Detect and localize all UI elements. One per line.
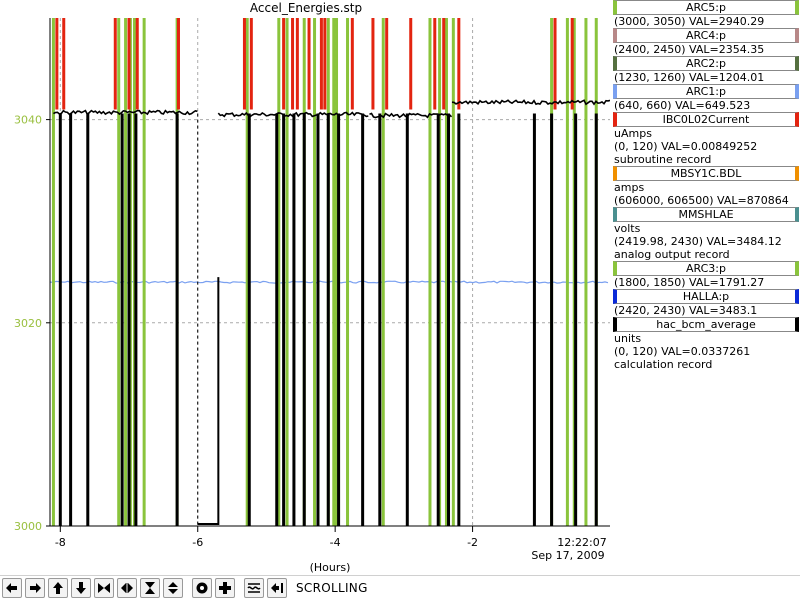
series-line-HALLA:p-3: [451, 99, 610, 106]
y-tick-label-1: 3020: [14, 317, 42, 330]
add-button[interactable]: [215, 578, 235, 598]
chart-series: [49, 18, 610, 526]
legend-entry-name[interactable]: IBC0L02Current: [613, 112, 799, 127]
scroll-mode-button[interactable]: [267, 578, 287, 598]
legend-entry-detail: (606000, 606500) VAL=870864: [614, 194, 789, 207]
stop-button[interactable]: [192, 578, 212, 598]
stop-icon: [196, 582, 208, 594]
legend-entry-name[interactable]: ARC2:p: [613, 56, 799, 71]
pan-down-button[interactable]: [71, 578, 91, 598]
legend-entry-name[interactable]: ARC3:p: [613, 261, 799, 276]
series-line-HALLA:p-0: [53, 109, 198, 116]
x-axis-end-time: 12:22:07: [557, 536, 606, 549]
legend-entry[interactable]: IBC0L02Current uAmps (0, 120) VAL=0.008492…: [610, 112, 800, 166]
legend-entry[interactable]: ARC2:p (1230, 1260) VAL=1204.01: [610, 56, 800, 84]
arrow-up-icon: [53, 582, 63, 594]
chart-title: Accel_Energies.stp: [249, 1, 363, 15]
x-axis-end-date: Sep 17, 2009: [531, 549, 604, 562]
plus-icon: [219, 582, 231, 594]
zoom-in-y-button[interactable]: [140, 578, 160, 598]
legend-entry[interactable]: ARC4:p (2400, 2450) VAL=2354.35: [610, 28, 800, 56]
autoscale-icon: [247, 583, 261, 593]
legend-entry-name[interactable]: MBSY1C.BDL: [613, 166, 799, 181]
zoom-in-time-icon: [98, 583, 110, 593]
zoom-out-time-button[interactable]: [117, 578, 137, 598]
legend-entry[interactable]: HALLA:p (2420, 2430) VAL=3483.1: [610, 289, 800, 317]
legend-entry-detail: volts: [614, 222, 641, 235]
legend-entry[interactable]: ARC3:p (1800, 1850) VAL=1791.27: [610, 261, 800, 289]
legend-entry-name[interactable]: ARC1:p: [613, 84, 799, 99]
legend-entry-detail: (0, 120) VAL=0.00849252: [614, 140, 758, 153]
legend-entry-detail: (1230, 1260) VAL=1204.01: [614, 71, 765, 84]
legend-entry-name[interactable]: ARC4:p: [613, 28, 799, 43]
legend-entry-name[interactable]: hac_bcm_average: [613, 317, 799, 332]
x-tick-label-2: -4: [330, 536, 341, 549]
legend-entry-detail: uAmps: [614, 127, 652, 140]
legend-entry-name[interactable]: HALLA:p: [613, 289, 799, 304]
legend-entry-detail: (0, 120) VAL=0.0337261: [614, 345, 751, 358]
zoom-in-y-icon: [145, 582, 155, 594]
scroll-mode-icon: [271, 583, 283, 593]
legend-entry-detail: (2420, 2430) VAL=3483.1: [614, 304, 758, 317]
arrow-left-icon: [6, 583, 17, 593]
legend-entry[interactable]: hac_bcm_average units (0, 120) VAL=0.03372…: [610, 317, 800, 371]
legend-entry-name[interactable]: MMSHLAE: [613, 207, 799, 222]
legend-entry-name[interactable]: ARC5:p: [613, 0, 799, 15]
legend-entry[interactable]: MMSHLAE volts (2419.98, 2430) VAL=3484.12 a…: [610, 207, 800, 261]
zoom-out-time-icon: [121, 583, 133, 593]
autoscale-button[interactable]: [244, 578, 264, 598]
y-tick-label-2: 3040: [14, 114, 42, 127]
legend-entry-detail: calculation record: [614, 358, 713, 371]
legend-entry-detail: analog output record: [614, 248, 730, 261]
legend-entry-detail: subroutine record: [614, 153, 712, 166]
legend-entry-detail: (1800, 1850) VAL=1791.27: [614, 276, 765, 289]
strip-chart[interactable]: -8 -6 -4 -2 3000 3020 3040 12:22:07 Sep 17, 20…: [0, 0, 610, 575]
pan-left-button[interactable]: [2, 578, 22, 598]
legend-entry[interactable]: ARC1:p (640, 660) VAL=649.523: [610, 84, 800, 112]
legend-entry-detail: units: [614, 332, 642, 345]
legend-entry-detail: (3000, 3050) VAL=2940.29: [614, 15, 765, 28]
legend-entry[interactable]: MBSY1C.BDL amps (606000, 606500) VAL=87086…: [610, 166, 800, 207]
legend-panel: ARC5:p (3000, 3050) VAL=2940.29 ARC4:p (240…: [610, 0, 800, 575]
chart-axes: -8 -6 -4 -2 3000 3020 3040: [14, 18, 610, 549]
mode-label: SCROLLING: [296, 581, 368, 595]
zoom-out-y-icon: [168, 582, 178, 594]
legend-entry-detail: amps: [614, 181, 645, 194]
toolbar: SCROLLING: [0, 575, 800, 600]
zoom-out-y-button[interactable]: [163, 578, 183, 598]
zoom-in-time-button[interactable]: [94, 578, 114, 598]
legend-entry[interactable]: ARC5:p (3000, 3050) VAL=2940.29: [610, 0, 800, 28]
pan-right-button[interactable]: [25, 578, 45, 598]
x-tick-label-3: -2: [467, 536, 478, 549]
pan-up-button[interactable]: [48, 578, 68, 598]
arrow-right-icon: [30, 583, 41, 593]
arrow-down-icon: [76, 582, 86, 594]
x-tick-label-1: -6: [192, 536, 203, 549]
legend-entry-detail: (2419.98, 2430) VAL=3484.12: [614, 235, 782, 248]
x-tick-label-0: -8: [55, 536, 66, 549]
legend-entry-detail: (640, 660) VAL=649.523: [614, 99, 751, 112]
legend-entry-detail: (2400, 2450) VAL=2354.35: [614, 43, 765, 56]
y-tick-label-0: 3000: [14, 520, 42, 533]
x-axis-label: (Hours): [310, 561, 351, 574]
